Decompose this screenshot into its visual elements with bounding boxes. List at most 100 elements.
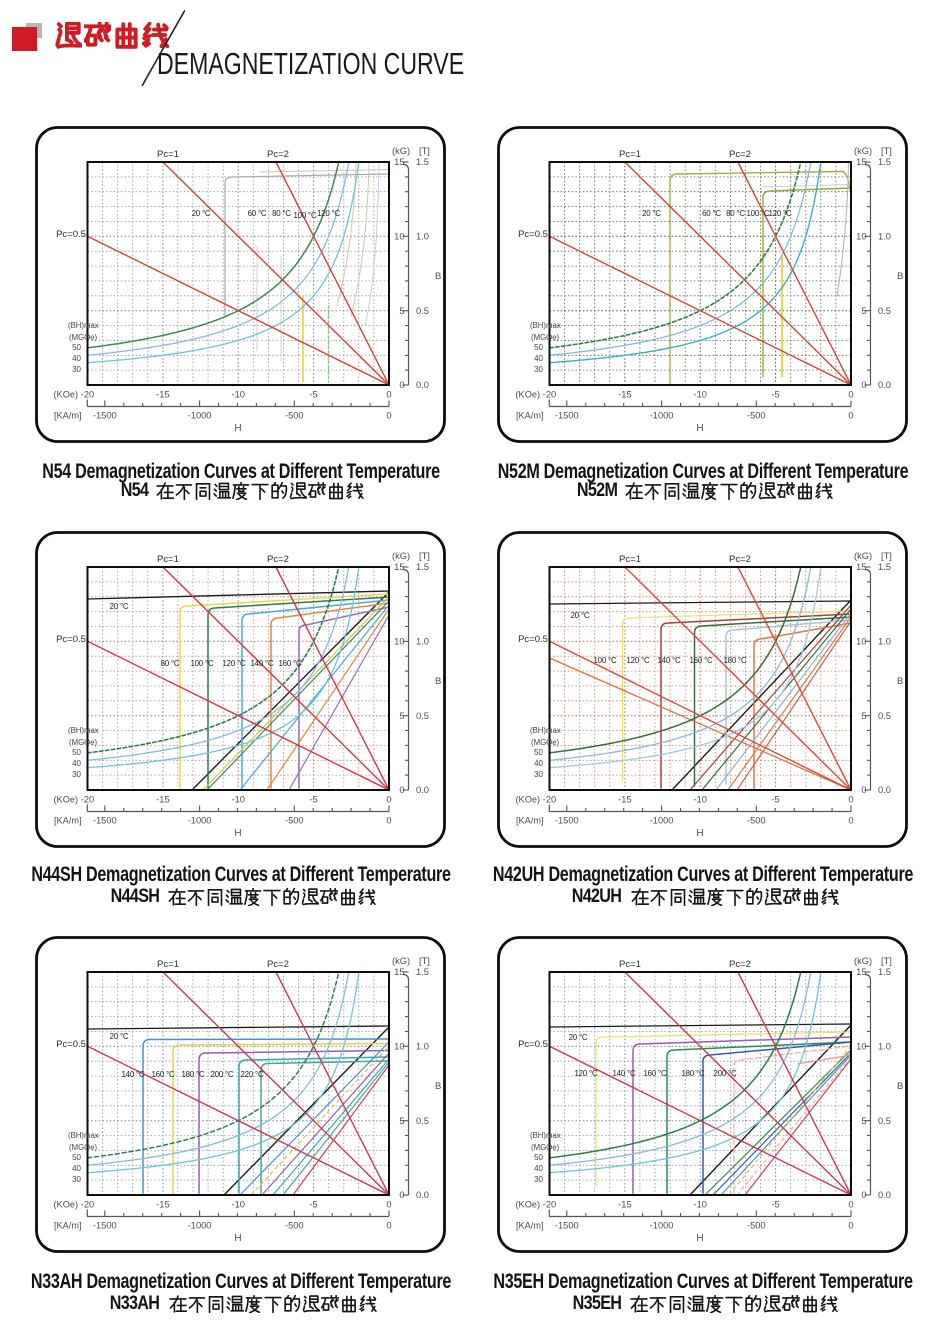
svg-text:30: 30 xyxy=(72,365,81,374)
svg-text:(KOe): (KOe) xyxy=(54,390,79,400)
svg-text:30: 30 xyxy=(72,1175,81,1184)
svg-text:120 °C: 120 °C xyxy=(768,209,792,218)
svg-text:(BH)max: (BH)max xyxy=(68,1131,99,1140)
svg-text:50: 50 xyxy=(534,343,543,352)
svg-text:-10: -10 xyxy=(231,795,244,805)
svg-text:-1000: -1000 xyxy=(650,411,674,421)
svg-text:20 °C: 20 °C xyxy=(110,1032,129,1041)
svg-text:0.0: 0.0 xyxy=(878,1190,891,1200)
svg-text:1.0: 1.0 xyxy=(416,637,429,647)
svg-text:-5: -5 xyxy=(771,390,779,400)
svg-text:0: 0 xyxy=(861,1190,866,1200)
svg-text:180 °C: 180 °C xyxy=(181,1070,205,1079)
svg-text:B: B xyxy=(435,1081,441,1092)
svg-text:180 °C: 180 °C xyxy=(681,1069,705,1078)
svg-text:40: 40 xyxy=(72,354,81,363)
svg-text:-20: -20 xyxy=(543,1200,556,1210)
svg-text:0.0: 0.0 xyxy=(416,1190,429,1200)
svg-text:10: 10 xyxy=(394,637,404,647)
svg-text:20 °C: 20 °C xyxy=(192,209,211,218)
svg-text:0: 0 xyxy=(848,390,853,400)
svg-text:40: 40 xyxy=(534,759,543,768)
svg-text:5: 5 xyxy=(861,306,866,316)
svg-text:B: B xyxy=(435,271,441,282)
svg-text:Pc=0.5: Pc=0.5 xyxy=(518,634,548,645)
svg-text:(BH)max: (BH)max xyxy=(530,1131,561,1140)
svg-text:B: B xyxy=(897,676,903,687)
svg-text:0: 0 xyxy=(386,1221,391,1231)
svg-text:Pc=1: Pc=1 xyxy=(157,554,179,565)
svg-text:Pc=2: Pc=2 xyxy=(729,554,751,565)
svg-text:1.0: 1.0 xyxy=(878,232,891,242)
svg-text:0: 0 xyxy=(861,380,866,390)
svg-text:0.0: 0.0 xyxy=(878,785,891,795)
svg-text:-5: -5 xyxy=(771,795,779,805)
svg-text:-15: -15 xyxy=(156,1200,169,1210)
svg-text:15: 15 xyxy=(394,157,404,167)
svg-text:-20: -20 xyxy=(543,390,556,400)
svg-text:-15: -15 xyxy=(156,390,169,400)
svg-text:Pc=1: Pc=1 xyxy=(157,959,179,970)
svg-text:140 °C: 140 °C xyxy=(612,1069,636,1078)
svg-text:[KA/m]: [KA/m] xyxy=(54,411,82,421)
svg-text:H: H xyxy=(234,423,241,434)
svg-text:-20: -20 xyxy=(81,390,94,400)
svg-text:50: 50 xyxy=(72,748,81,757)
svg-text:0: 0 xyxy=(386,816,391,826)
svg-text:30: 30 xyxy=(534,365,543,374)
svg-text:0: 0 xyxy=(386,411,391,421)
svg-text:-5: -5 xyxy=(309,390,317,400)
svg-text:-10: -10 xyxy=(693,795,706,805)
svg-text:(KOe): (KOe) xyxy=(516,1200,541,1210)
svg-text:-20: -20 xyxy=(81,795,94,805)
svg-text:20 °C: 20 °C xyxy=(642,209,661,218)
svg-text:1.5: 1.5 xyxy=(878,562,891,572)
svg-text:0: 0 xyxy=(399,380,404,390)
svg-text:[T]: [T] xyxy=(881,146,892,156)
svg-text:0: 0 xyxy=(848,816,853,826)
svg-text:(kG): (kG) xyxy=(854,551,872,561)
svg-text:-10: -10 xyxy=(231,390,244,400)
svg-text:0: 0 xyxy=(848,795,853,805)
svg-text:-5: -5 xyxy=(309,1200,317,1210)
svg-text:0: 0 xyxy=(386,1200,391,1210)
svg-text:Pc=0.5: Pc=0.5 xyxy=(56,229,86,240)
svg-text:5: 5 xyxy=(399,1116,404,1126)
svg-text:[T]: [T] xyxy=(881,956,892,966)
svg-text:Pc=1: Pc=1 xyxy=(157,149,179,160)
svg-text:B: B xyxy=(897,1081,903,1092)
svg-text:-1500: -1500 xyxy=(555,411,579,421)
svg-text:120 °C: 120 °C xyxy=(317,209,341,218)
svg-text:30: 30 xyxy=(534,1175,543,1184)
svg-text:Pc=2: Pc=2 xyxy=(729,959,751,970)
svg-text:0.5: 0.5 xyxy=(416,306,429,316)
svg-text:40: 40 xyxy=(72,759,81,768)
svg-text:H: H xyxy=(696,1233,703,1244)
svg-text:50: 50 xyxy=(534,1153,543,1162)
svg-text:180 °C: 180 °C xyxy=(723,656,747,665)
svg-text:(MGOe): (MGOe) xyxy=(531,333,560,342)
svg-text:30: 30 xyxy=(72,770,81,779)
svg-text:(BH)max: (BH)max xyxy=(68,726,99,735)
svg-text:60 °C: 60 °C xyxy=(702,209,721,218)
svg-text:160 °C: 160 °C xyxy=(643,1069,667,1078)
svg-text:Pc=0.5: Pc=0.5 xyxy=(56,634,86,645)
svg-text:1.5: 1.5 xyxy=(878,967,891,977)
svg-text:[T]: [T] xyxy=(881,551,892,561)
svg-text:-15: -15 xyxy=(618,1200,631,1210)
svg-text:40: 40 xyxy=(534,1164,543,1173)
svg-text:(KOe): (KOe) xyxy=(516,795,541,805)
svg-text:H: H xyxy=(234,1233,241,1244)
svg-text:[T]: [T] xyxy=(419,146,430,156)
svg-text:0: 0 xyxy=(386,795,391,805)
svg-text:10: 10 xyxy=(394,1042,404,1052)
svg-text:Pc=2: Pc=2 xyxy=(267,959,289,970)
svg-text:[KA/m]: [KA/m] xyxy=(516,1221,544,1231)
svg-text:100 °C: 100 °C xyxy=(593,656,617,665)
svg-text:H: H xyxy=(696,423,703,434)
svg-text:-20: -20 xyxy=(543,795,556,805)
svg-text:(BH)max: (BH)max xyxy=(530,726,561,735)
svg-text:1.0: 1.0 xyxy=(878,1042,891,1052)
svg-text:-500: -500 xyxy=(747,1221,766,1231)
svg-text:1.0: 1.0 xyxy=(878,637,891,647)
